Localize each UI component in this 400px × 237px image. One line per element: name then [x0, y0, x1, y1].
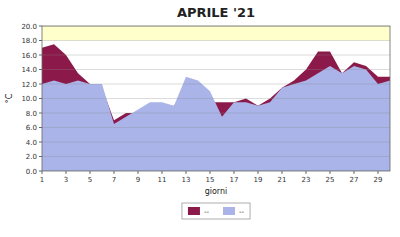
- grid-line: [42, 69, 390, 70]
- y-tick-label: 16.0: [21, 52, 37, 60]
- x-tick: [210, 171, 211, 174]
- x-tick-label: 27: [350, 176, 359, 184]
- y-tick: [39, 55, 42, 56]
- y-tick-label: 18.0: [21, 37, 37, 45]
- grid-line: [42, 84, 390, 85]
- x-tick: [330, 171, 331, 174]
- grid-line: [42, 142, 390, 143]
- y-tick: [39, 84, 42, 85]
- y-tick: [39, 98, 42, 99]
- y-tick-label: 12.0: [21, 81, 37, 89]
- reference-band: [42, 26, 390, 41]
- y-tick-label: 0.0: [26, 168, 37, 176]
- x-tick: [306, 171, 307, 174]
- x-tick-label: 15: [206, 176, 215, 184]
- x-tick: [186, 171, 187, 174]
- legend-swatch: [188, 207, 200, 215]
- x-tick-label: 1: [40, 176, 44, 184]
- y-tick: [39, 40, 42, 41]
- y-axis-label: °C: [5, 93, 14, 103]
- x-tick-label: 7: [112, 176, 116, 184]
- legend-item: --: [223, 207, 245, 216]
- title: APRILE '21: [177, 5, 255, 20]
- y-tick-label: 4.0: [26, 139, 37, 147]
- x-tick-label: 3: [64, 176, 68, 184]
- y-tick: [39, 156, 42, 157]
- x-tick: [234, 171, 235, 174]
- legend-label: --: [239, 208, 245, 216]
- x-tick: [90, 171, 91, 174]
- grid-line: [42, 156, 390, 157]
- y-tick-label: 6.0: [26, 124, 37, 132]
- y-tick-label: 20.0: [21, 23, 37, 31]
- x-tick: [162, 171, 163, 174]
- x-tick: [354, 171, 355, 174]
- x-tick: [378, 171, 379, 174]
- x-tick: [114, 171, 115, 174]
- legend: -- --: [182, 203, 250, 219]
- x-tick-label: 11: [158, 176, 167, 184]
- grid-line: [42, 55, 390, 56]
- x-tick-label: 17: [230, 176, 239, 184]
- legend-swatch: [223, 207, 235, 215]
- x-tick-label: 5: [88, 176, 92, 184]
- legend-item: --: [188, 207, 210, 216]
- x-axis-label: giorni: [205, 187, 228, 196]
- area: [42, 66, 390, 171]
- legend-label: --: [204, 208, 210, 216]
- y-tick: [39, 127, 42, 128]
- y-tick: [39, 142, 42, 143]
- x-tick: [138, 171, 139, 174]
- x-tick: [258, 171, 259, 174]
- area: [42, 44, 390, 171]
- plot-frame: [42, 26, 390, 171]
- y-tick-label: 14.0: [21, 66, 37, 74]
- y-tick-label: 10.0: [21, 95, 37, 103]
- grid-line: [42, 113, 390, 114]
- y-tick-label: 2.0: [26, 153, 37, 161]
- y-tick: [39, 69, 42, 70]
- x-tick: [42, 171, 43, 174]
- grid-line: [42, 40, 390, 41]
- chart: APRILE '21 0.0 2.0 4.0 6.0 8.0 10.0 12.0 14.0 16.…: [0, 0, 400, 237]
- y-tick: [39, 26, 42, 27]
- plot-area: [42, 26, 390, 171]
- x-tick: [66, 171, 67, 174]
- y-tick: [39, 113, 42, 114]
- x-tick-label: 21: [278, 176, 287, 184]
- grid-line: [42, 127, 390, 128]
- x-tick-label: 19: [254, 176, 263, 184]
- x-tick-label: 29: [374, 176, 383, 184]
- x-tick: [282, 171, 283, 174]
- x-tick-label: 9: [136, 176, 140, 184]
- x-tick-label: 13: [182, 176, 191, 184]
- y-tick-label: 8.0: [26, 110, 37, 118]
- x-tick-label: 23: [302, 176, 311, 184]
- grid-line: [42, 98, 390, 99]
- x-tick-label: 25: [326, 176, 335, 184]
- legend-box: [182, 203, 250, 219]
